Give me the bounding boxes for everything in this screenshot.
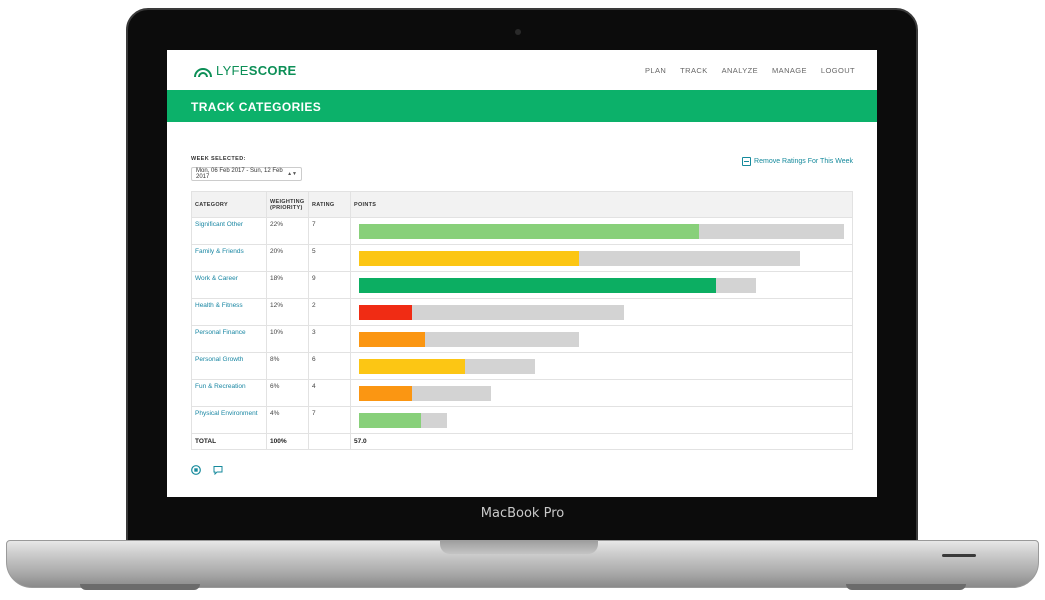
table-row: Work & Career 18% 9 bbox=[191, 271, 853, 299]
points-bar-track bbox=[359, 223, 844, 239]
rating-cell: 9 bbox=[308, 271, 351, 299]
category-link[interactable]: Family & Friends bbox=[191, 244, 267, 272]
points-bar-fill bbox=[359, 358, 465, 374]
points-cell bbox=[350, 325, 853, 353]
points-bar-fill bbox=[359, 277, 717, 293]
weighting-cell: 18% bbox=[266, 271, 309, 299]
points-cell bbox=[350, 352, 853, 380]
total-points: 57.0 bbox=[350, 433, 853, 450]
points-cell bbox=[350, 271, 853, 299]
week-select[interactable]: Mon, 06 Feb 2017 - Sun, 12 Feb 2017 ▲▼ bbox=[191, 167, 302, 181]
page-banner: TRACK CATEGORIES bbox=[167, 90, 877, 122]
category-link[interactable]: Physical Environment bbox=[191, 406, 267, 434]
points-cell bbox=[350, 406, 853, 434]
total-row: TOTAL 100% 57.0 bbox=[191, 433, 853, 450]
weighting-cell: 4% bbox=[266, 406, 309, 434]
points-cell bbox=[350, 244, 853, 272]
rating-cell: 2 bbox=[308, 298, 351, 326]
points-bar-fill bbox=[359, 250, 580, 266]
table-row: Physical Environment 4% 7 bbox=[191, 406, 853, 434]
table-row: Fun & Recreation 6% 4 bbox=[191, 379, 853, 407]
category-link[interactable]: Work & Career bbox=[191, 271, 267, 299]
nav-manage[interactable]: MANAGE bbox=[772, 66, 807, 75]
weighting-cell: 6% bbox=[266, 379, 309, 407]
main-nav: PLAN TRACK ANALYZE MANAGE LOGOUT bbox=[645, 66, 855, 75]
weighting-cell: 8% bbox=[266, 352, 309, 380]
points-bar-fill bbox=[359, 223, 699, 239]
screen: LYFESCORE PLAN TRACK ANALYZE MANAGE LOGO… bbox=[167, 50, 877, 497]
week-label: WEEK SELECTED: bbox=[191, 156, 246, 162]
header-weighting: WEIGHTING (PRIORITY) bbox=[266, 191, 309, 218]
header-points: POINTS bbox=[350, 191, 853, 218]
rating-cell: 4 bbox=[308, 379, 351, 407]
logo[interactable]: LYFESCORE bbox=[193, 62, 296, 78]
rating-cell: 7 bbox=[308, 406, 351, 434]
points-bar-track bbox=[359, 250, 800, 266]
total-weighting: 100% bbox=[266, 433, 309, 450]
laptop-foot-right bbox=[846, 584, 966, 590]
week-select-value: Mon, 06 Feb 2017 - Sun, 12 Feb 2017 bbox=[196, 168, 283, 180]
category-link[interactable]: Health & Fitness bbox=[191, 298, 267, 326]
points-bar-track bbox=[359, 331, 580, 347]
nav-analyze[interactable]: ANALYZE bbox=[721, 66, 759, 75]
rating-cell: 5 bbox=[308, 244, 351, 272]
rating-cell: 3 bbox=[308, 325, 351, 353]
logo-text: LYFESCORE bbox=[216, 62, 297, 78]
weighting-cell: 10% bbox=[266, 325, 309, 353]
nav-logout[interactable]: LOGOUT bbox=[820, 66, 855, 75]
page-title: TRACK CATEGORIES bbox=[191, 100, 322, 114]
points-cell bbox=[350, 379, 853, 407]
points-bar-fill bbox=[359, 304, 412, 320]
points-bar-track bbox=[359, 412, 448, 428]
table-row: Personal Finance 10% 3 bbox=[191, 325, 853, 353]
laptop-notch bbox=[440, 540, 598, 554]
bottom-icons bbox=[191, 462, 223, 476]
points-bar-track bbox=[359, 358, 536, 374]
category-link[interactable]: Personal Growth bbox=[191, 352, 267, 380]
table-row: Health & Fitness 12% 2 bbox=[191, 298, 853, 326]
stop-icon[interactable] bbox=[191, 462, 201, 475]
points-bar-fill bbox=[359, 385, 412, 401]
nav-plan[interactable]: PLAN bbox=[644, 66, 667, 75]
weighting-cell: 12% bbox=[266, 298, 309, 326]
laptop-foot-left bbox=[80, 584, 200, 590]
points-bar-track bbox=[359, 385, 492, 401]
header-rating: RATING bbox=[308, 191, 351, 218]
sleep-led bbox=[942, 554, 976, 557]
categories-table: CATEGORY WEIGHTING (PRIORITY) RATING POIN… bbox=[191, 191, 853, 450]
points-cell bbox=[350, 298, 853, 326]
device-label: MacBook Pro bbox=[480, 506, 565, 521]
total-label: TOTAL bbox=[191, 433, 267, 450]
points-bar-track bbox=[359, 277, 756, 293]
category-link[interactable]: Significant Other bbox=[191, 217, 267, 245]
points-bar-track bbox=[359, 304, 624, 320]
rating-cell: 7 bbox=[308, 217, 351, 245]
comment-icon[interactable] bbox=[213, 462, 223, 476]
table-row: Family & Friends 20% 5 bbox=[191, 244, 853, 272]
remove-ratings-label: Remove Ratings For This Week bbox=[754, 158, 853, 165]
total-rating bbox=[308, 433, 351, 450]
select-arrows-icon: ▲▼ bbox=[287, 171, 297, 177]
table-row: Personal Growth 8% 6 bbox=[191, 352, 853, 380]
points-cell bbox=[350, 217, 853, 245]
rating-cell: 6 bbox=[308, 352, 351, 380]
points-bar-fill bbox=[359, 331, 426, 347]
camera-icon bbox=[515, 29, 521, 35]
rainbow-logo-icon bbox=[194, 68, 212, 78]
category-link[interactable]: Personal Finance bbox=[191, 325, 267, 353]
nav-track[interactable]: TRACK bbox=[680, 66, 708, 75]
category-link[interactable]: Fun & Recreation bbox=[191, 379, 267, 407]
top-bar: LYFESCORE PLAN TRACK ANALYZE MANAGE LOGO… bbox=[167, 50, 877, 90]
weighting-cell: 20% bbox=[266, 244, 309, 272]
remove-ratings-link[interactable]: Remove Ratings For This Week bbox=[742, 157, 853, 166]
minus-square-icon bbox=[742, 157, 752, 166]
header-category: CATEGORY bbox=[191, 191, 267, 218]
table-header-row: CATEGORY WEIGHTING (PRIORITY) RATING POIN… bbox=[191, 191, 853, 218]
table-row: Significant Other 22% 7 bbox=[191, 217, 853, 245]
weighting-cell: 22% bbox=[266, 217, 309, 245]
points-bar-fill bbox=[359, 412, 421, 428]
